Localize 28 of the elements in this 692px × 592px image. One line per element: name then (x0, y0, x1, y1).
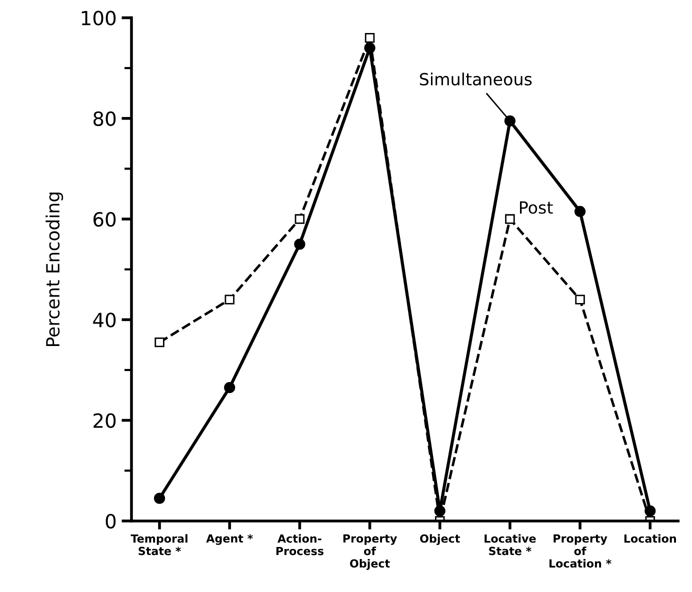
point (575, 294, 585, 304)
point (294, 214, 305, 224)
text: Simultaneous (420, 72, 532, 86)
x-tick-label: Temporal State * (130, 534, 188, 556)
y-tick-label: 60 (94, 212, 116, 227)
point (154, 337, 164, 348)
x-tick-label: Object (420, 534, 460, 545)
x-tick-label: Agent * (206, 534, 253, 545)
point (574, 206, 586, 218)
x-tick-label: Location (624, 534, 676, 543)
x-tick-label: Action- Process (276, 534, 324, 556)
point (224, 294, 234, 304)
point (154, 492, 166, 504)
y-tick-label: 0 (106, 514, 116, 529)
x-tick-label: Locative State * (484, 534, 536, 556)
point (294, 238, 306, 250)
x-tick-label: Property of Location * (549, 534, 612, 568)
y-axis-title: Percent Encoding (46, 192, 64, 346)
x-tick-label: Property of Object (343, 534, 397, 570)
series-label: Post (520, 201, 553, 214)
y-tick-label: 100 (82, 10, 116, 26)
y-tick-label: 80 (93, 111, 116, 126)
y-tick-label: 40 (93, 312, 116, 328)
point (224, 382, 236, 394)
point (505, 214, 515, 224)
point (364, 33, 375, 43)
point (504, 115, 516, 126)
y-tick-label: 20 (94, 413, 116, 428)
